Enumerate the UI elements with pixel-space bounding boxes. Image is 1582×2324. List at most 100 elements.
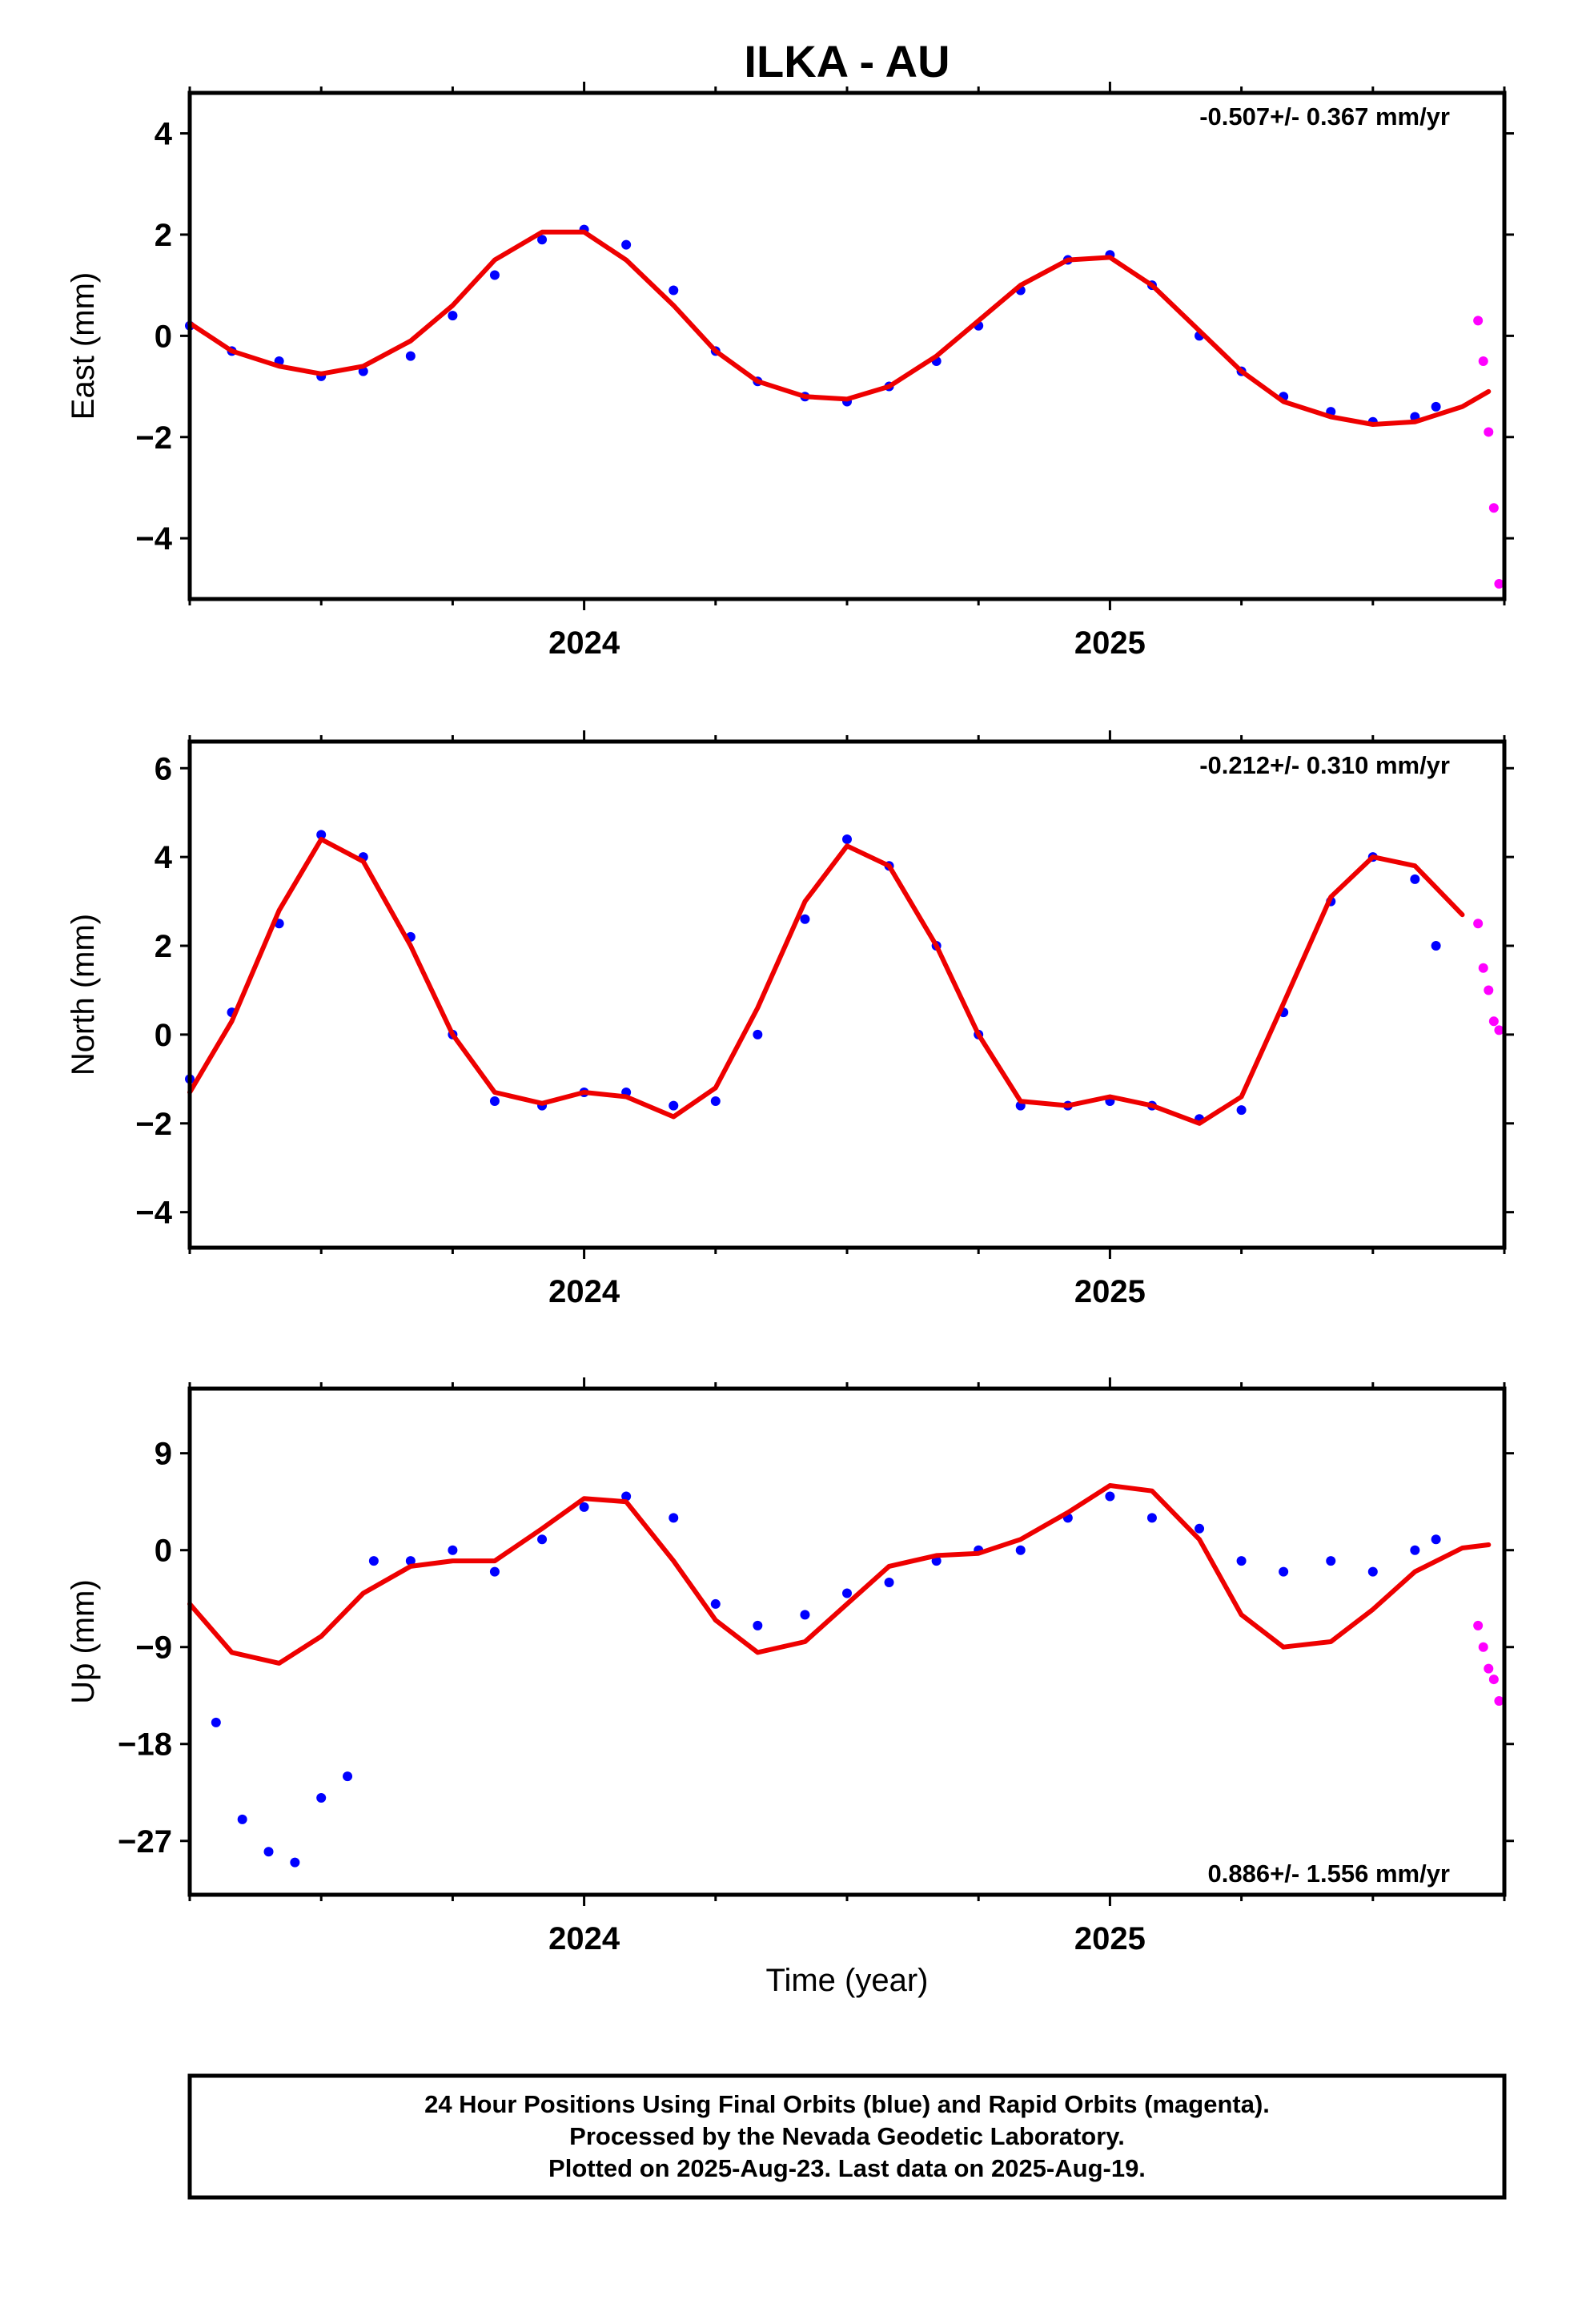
up-frame	[187, 1386, 1507, 1897]
up-panel: 9 0 −9 −18 −27 2024 2025 Up (mm) 0.886+/- 1.556 …	[66, 1377, 1514, 1956]
up-ytick-label: −9	[135, 1630, 172, 1666]
east-final-point	[448, 311, 458, 321]
up-final-point	[579, 1502, 589, 1512]
east-final-point	[489, 270, 500, 280]
east-rapid-point	[1478, 356, 1488, 366]
up-rate: 0.886+/- 1.556 mm/yr	[1208, 1860, 1450, 1888]
north-ytick-label: 4	[155, 840, 173, 875]
north-final-point	[842, 834, 852, 844]
east-xtick-label: 2025	[1074, 625, 1146, 661]
north-rapid-point	[1473, 919, 1484, 929]
up-rapid-point	[1484, 1663, 1494, 1674]
north-final-point	[669, 1100, 679, 1111]
north-final-point	[489, 1096, 500, 1107]
up-final-point	[1105, 1491, 1115, 1502]
east-ytick-label: 4	[155, 117, 173, 152]
north-ytick-label: −4	[135, 1196, 172, 1231]
north-ytick-label: −2	[135, 1107, 172, 1142]
up-final-point	[710, 1598, 721, 1609]
east-ytick-label: −4	[135, 521, 172, 557]
north-frame	[187, 739, 1507, 1250]
north-xtick-label: 2025	[1074, 1274, 1146, 1309]
up-final-point	[343, 1771, 353, 1782]
up-final-point	[263, 1847, 274, 1857]
east-ytick-label: 2	[155, 218, 172, 253]
north-final-point	[800, 914, 810, 924]
up-final-point	[237, 1814, 247, 1824]
up-final-point	[1431, 1534, 1441, 1545]
up-final-point	[1367, 1566, 1378, 1577]
footer-line-3: Plotted on 2025-Aug-23. Last data on 202…	[548, 2154, 1146, 2182]
east-rapid-point	[1488, 503, 1499, 513]
east-model-curve	[187, 229, 1492, 427]
up-final-point	[842, 1588, 852, 1598]
north-ytick-label: 0	[155, 1018, 172, 1053]
north-rate: -0.212+/- 0.310 mm/yr	[1199, 751, 1450, 779]
panels: 4 2 0 −2 −4 2024 2025 East (mm) -0.507+/- 0.367 …	[66, 82, 1514, 1956]
up-final-point	[211, 1717, 221, 1727]
north-rapid-point	[1494, 1025, 1504, 1035]
up-final-point	[1236, 1556, 1247, 1566]
north-final-point	[1236, 1105, 1247, 1116]
up-ytick-label: −18	[118, 1727, 172, 1763]
up-final-point	[1326, 1556, 1336, 1566]
east-rapid-point	[1473, 316, 1484, 326]
north-final-point	[316, 830, 327, 840]
east-ytick-label: 0	[155, 319, 172, 354]
east-rapid-point	[1484, 427, 1494, 437]
east-final-point	[1431, 401, 1441, 412]
up-xtick-label: 2024	[548, 1921, 620, 1956]
up-final-point	[1146, 1513, 1157, 1523]
footer-box	[187, 2073, 1507, 2200]
x-axis-label: Time (year)	[766, 1963, 929, 1998]
footer-line-1: 24 Hour Positions Using Final Orbits (bl…	[424, 2090, 1270, 2118]
up-final-point	[1410, 1545, 1420, 1555]
footer-line-2: Processed by the Nevada Geodetic Laborat…	[569, 2122, 1125, 2150]
east-final-point	[621, 239, 632, 250]
up-rapid-point	[1478, 1642, 1488, 1652]
north-y-axis-label: North (mm)	[66, 914, 101, 1076]
up-ytick-label: −27	[118, 1824, 172, 1860]
north-final-point	[1410, 874, 1420, 884]
east-final-point	[669, 285, 679, 296]
north-xtick-label: 2024	[548, 1274, 620, 1309]
north-final-point	[1431, 941, 1441, 951]
up-rapid-point	[1488, 1675, 1499, 1685]
up-final-point	[316, 1792, 327, 1803]
up-final-point	[489, 1566, 500, 1577]
up-final-point	[290, 1857, 300, 1868]
east-panel: 4 2 0 −2 −4 2024 2025 East (mm) -0.507+/- 0.367 …	[66, 82, 1514, 661]
up-final-point	[621, 1491, 632, 1502]
north-final-point	[753, 1029, 763, 1039]
up-rapid-point	[1494, 1695, 1504, 1706]
up-y-axis-label: Up (mm)	[66, 1579, 101, 1704]
up-rapid-point	[1473, 1620, 1484, 1630]
up-final-point	[800, 1610, 810, 1620]
east-frame	[187, 90, 1507, 601]
chart-title: ILKA - AU	[744, 36, 950, 86]
north-model-curve	[187, 837, 1465, 1126]
up-model-curve	[187, 1483, 1492, 1666]
east-rate: -0.507+/- 0.367 mm/yr	[1199, 103, 1450, 131]
east-rapid-point	[1494, 579, 1504, 589]
up-final-point	[1279, 1566, 1289, 1577]
north-ytick-label: 6	[155, 751, 172, 786]
east-final-point	[537, 235, 548, 245]
east-final-point	[405, 351, 416, 361]
east-ytick-label: −2	[135, 420, 172, 456]
up-ytick-label: 9	[155, 1437, 172, 1472]
up-final-point	[368, 1556, 379, 1566]
up-xtick-label: 2025	[1074, 1921, 1146, 1956]
up-final-point	[884, 1578, 894, 1588]
up-final-point	[1015, 1545, 1026, 1555]
up-final-point	[753, 1620, 763, 1630]
east-xtick-label: 2024	[548, 625, 620, 661]
up-final-point	[669, 1513, 679, 1523]
up-final-point	[405, 1556, 416, 1566]
north-panel: 6 4 2 0 −2 −4 2024 2025 North (mm) -0.212+/- 0.31…	[66, 730, 1514, 1309]
up-ytick-label: 0	[155, 1534, 172, 1569]
up-final-point	[537, 1534, 548, 1545]
north-final-point	[710, 1096, 721, 1107]
up-final-point	[1195, 1523, 1205, 1534]
